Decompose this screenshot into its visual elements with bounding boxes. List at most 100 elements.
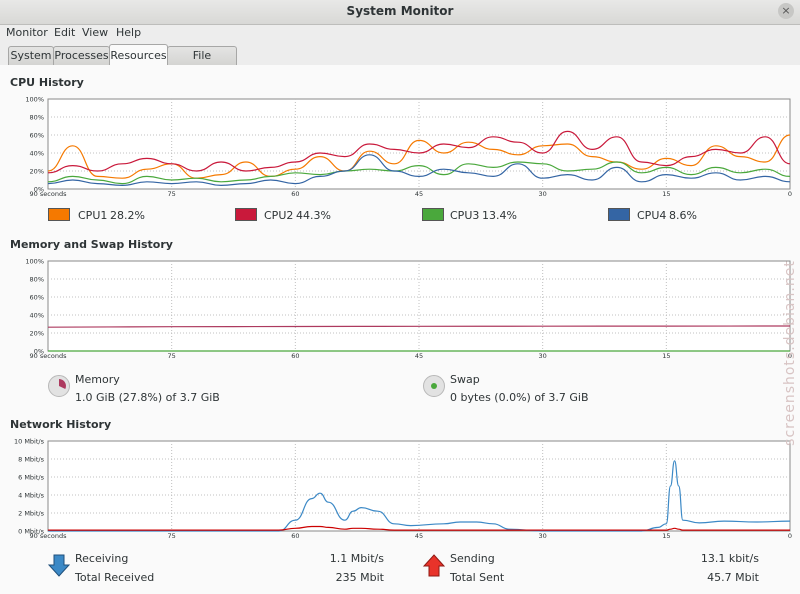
network-series-sending-line xyxy=(48,525,790,531)
resources-panel: CPU History 100% 80% 60% 40% 20% 0% 90 seconds… xyxy=(0,65,800,594)
cpu-y-tick: 0% xyxy=(34,186,44,194)
network-y-tick: 2 Mbit/s xyxy=(18,510,44,518)
cpu-history-title: CPU History xyxy=(10,76,84,89)
swap-pie-graphic xyxy=(431,383,437,389)
cpu3-color-swatch[interactable] xyxy=(422,208,444,221)
tab-resources[interactable]: Resources xyxy=(109,44,168,66)
memory-x-tick: 0 xyxy=(788,352,792,360)
memory-x-tick: 15 xyxy=(662,352,670,360)
total-sent-value: 45.7 Mbit xyxy=(707,571,759,584)
swap-value: 0 bytes (0.0%) of 3.7 GiB xyxy=(450,391,589,404)
cpu-y-tick: 40% xyxy=(30,150,44,158)
menu-monitor[interactable]: Monitor xyxy=(6,26,48,39)
cpu4-legend-name: CPU4 xyxy=(637,209,667,222)
memory-value: 1.0 GiB (27.8%) of 3.7 GiB xyxy=(75,391,220,404)
cpu-x-tick: 30 xyxy=(539,190,547,198)
network-x-tick: 30 xyxy=(539,532,547,540)
menu-edit[interactable]: Edit xyxy=(54,26,76,39)
cpu3-legend-name: CPU3 xyxy=(450,209,480,222)
total-received-value: 235 Mbit xyxy=(335,571,384,584)
network-history-title: Network History xyxy=(10,418,112,431)
memory-y-tick: 40% xyxy=(30,312,44,320)
cpu4-legend-value: 8.6% xyxy=(669,209,697,222)
network-series-receiving-line xyxy=(47,460,791,532)
cpu-x-tick: 75 xyxy=(168,190,176,198)
memory-history-chart: 100% 80% 60% 40% 20% 0%90 seconds 75 60 45 30 15 0 xyxy=(25,258,792,361)
network-y-tick: 10 Mbit/s xyxy=(14,438,45,446)
tab-system[interactable]: System xyxy=(8,46,54,65)
cpu-y-tick: 100% xyxy=(25,96,44,104)
cpu-y-tick: 80% xyxy=(30,114,44,122)
network-y-tick: 0 Mbit/s xyxy=(18,528,44,536)
cpu2-legend-name: CPU2 xyxy=(264,209,294,222)
network-y-tick: 4 Mbit/s xyxy=(18,492,44,500)
memory-y-tick: 80% xyxy=(30,276,44,284)
cpu-series-cpu4-line xyxy=(47,154,791,187)
memory-x-tick: 75 xyxy=(168,352,176,360)
memory-y-tick: 60% xyxy=(30,294,44,302)
cpu1-legend-name: CPU1 xyxy=(78,209,108,222)
receiving-arrow-icon[interactable] xyxy=(48,554,70,578)
network-x-tick: 15 xyxy=(662,532,670,540)
cpu2-color-swatch[interactable] xyxy=(235,208,257,221)
memory-pie-graphic xyxy=(59,379,66,389)
menu-help[interactable]: Help xyxy=(116,26,142,39)
memory-y-tick: 0% xyxy=(34,348,44,356)
cpu-series-cpu3-line xyxy=(47,161,791,185)
cpu2-legend-value: 44.3% xyxy=(296,209,331,222)
memory-x-tick: 45 xyxy=(415,352,423,360)
swap-pie-icon[interactable] xyxy=(423,375,445,397)
network-x-tick: 75 xyxy=(168,532,176,540)
watermark: screenshots.debian.net xyxy=(770,250,800,460)
cpu1-color-swatch[interactable] xyxy=(48,208,70,221)
close-icon[interactable]: × xyxy=(778,3,794,19)
watermark-text: screenshots.debian.net xyxy=(782,260,798,446)
total-received-label: Total Received xyxy=(75,571,155,584)
sending-value: 13.1 kbit/s xyxy=(700,552,759,565)
cpu4-color-swatch[interactable] xyxy=(608,208,630,221)
cpu-x-tick: 90 seconds xyxy=(30,190,68,198)
memory-label: Memory xyxy=(75,373,120,386)
swap-label: Swap xyxy=(450,373,480,386)
memory-series-memory-line xyxy=(47,325,791,328)
cpu-x-tick: 45 xyxy=(415,190,423,198)
sending-arrow-shape xyxy=(423,554,445,577)
cpu-series-cpu2-line xyxy=(47,130,791,174)
cpu-y-tick: 60% xyxy=(30,132,44,140)
network-y-tick: 8 Mbit/s xyxy=(18,456,44,464)
cpu-x-tick: 15 xyxy=(662,190,670,198)
total-sent-label: Total Sent xyxy=(450,571,505,584)
cpu-x-tick: 60 xyxy=(291,190,299,198)
menu-bar: Monitor Edit View Help xyxy=(0,24,800,42)
network-y-tick: 6 Mbit/s xyxy=(18,474,44,482)
memory-x-tick: 30 xyxy=(539,352,547,360)
network-x-tick: 0 xyxy=(788,532,792,540)
menu-view[interactable]: View xyxy=(82,26,109,39)
memory-x-tick: 90 seconds xyxy=(30,352,68,360)
cpu-y-tick: 20% xyxy=(30,168,44,176)
cpu-x-tick: 0 xyxy=(788,190,792,198)
network-x-tick: 90 seconds xyxy=(30,532,68,540)
swap-pie-dot xyxy=(431,383,437,389)
tab-file-systems[interactable]: File Systems xyxy=(167,46,237,80)
tab-processes[interactable]: Processes xyxy=(53,46,110,65)
receiving-arrow-shape xyxy=(48,554,70,577)
cpu3-legend-value: 13.4% xyxy=(482,209,517,222)
memory-pie-icon[interactable] xyxy=(48,375,70,397)
network-x-tick: 60 xyxy=(291,532,299,540)
memory-y-tick: 100% xyxy=(25,258,44,266)
memory-y-tick: 20% xyxy=(30,330,44,338)
network-x-tick: 45 xyxy=(415,532,423,540)
tab-bar: System Processes Resources File Systems xyxy=(0,44,800,80)
receiving-value: 1.1 Mbit/s xyxy=(329,552,384,565)
sending-label: Sending xyxy=(450,552,495,565)
window-title: System Monitor xyxy=(346,4,454,18)
sending-arrow-icon[interactable] xyxy=(423,554,445,578)
network-history-chart: 10 Mbit/s 8 Mbit/s 6 Mbit/s 4 Mbit/s 2 Mbit/… xyxy=(14,438,792,541)
receiving-label: Receiving xyxy=(75,552,129,565)
cpu-history-chart: 100% 80% 60% 40% 20% 0%90 seconds 75 60 45 30 15 0 xyxy=(25,96,792,199)
title-bar[interactable]: System Monitor × xyxy=(0,0,800,25)
memory-history-title: Memory and Swap History xyxy=(10,238,173,251)
cpu1-legend-value: 28.2% xyxy=(110,209,145,222)
memory-x-tick: 60 xyxy=(291,352,299,360)
